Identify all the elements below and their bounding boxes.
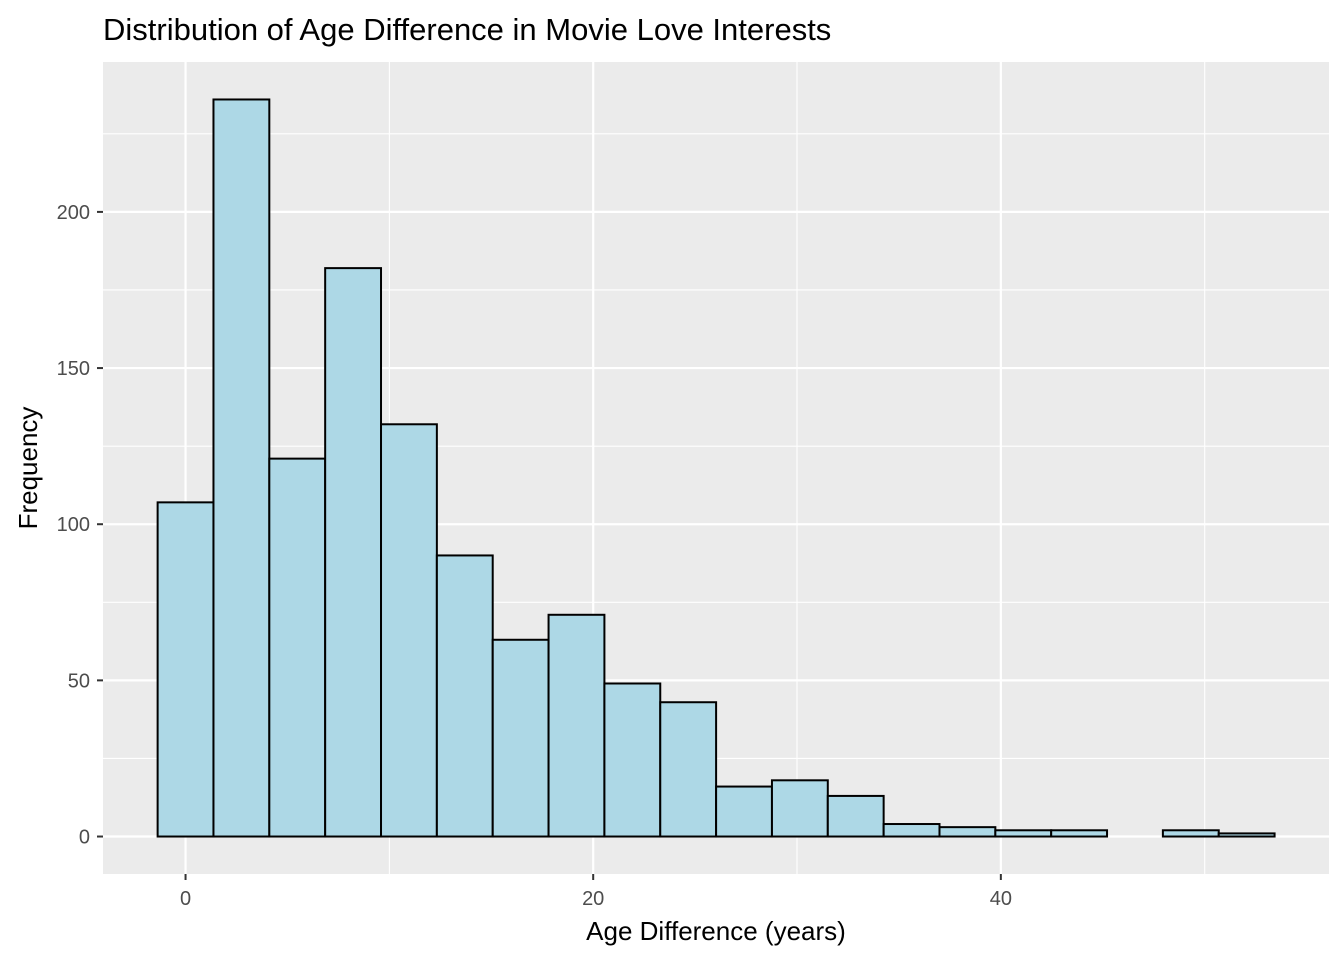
histogram-bar <box>156 501 215 838</box>
histogram-bar <box>994 829 1053 838</box>
x-tick-label: 20 <box>582 888 604 910</box>
x-axis: 0 20 40 <box>180 874 1012 910</box>
histogram-bar <box>715 785 773 838</box>
x-tick-label: 40 <box>990 888 1012 910</box>
histogram-bar <box>1161 829 1220 838</box>
histogram-bar <box>603 682 662 838</box>
histogram-bar <box>380 423 438 838</box>
histogram-bar <box>882 823 941 838</box>
y-tick-label: 150 <box>57 358 90 380</box>
chart-title: Distribution of Age Difference in Movie … <box>103 12 831 47</box>
histogram-bar <box>770 779 829 838</box>
histogram-bar <box>491 638 550 838</box>
x-axis-title: Age Difference (years) <box>586 916 846 946</box>
histogram-bar <box>1050 829 1109 838</box>
histogram-bar <box>938 826 997 838</box>
histogram-bar <box>268 457 327 838</box>
histogram-bar <box>212 98 271 838</box>
histogram-bar <box>547 613 606 838</box>
y-tick-label: 0 <box>79 827 90 849</box>
histogram-bar <box>659 701 718 838</box>
histogram-bar <box>1217 832 1276 838</box>
histogram-bar <box>826 794 885 838</box>
y-tick-label: 50 <box>68 670 90 692</box>
histogram-bars <box>156 98 1276 838</box>
y-axis-title: Frequency <box>13 407 43 530</box>
histogram-bar <box>324 267 383 838</box>
y-tick-label: 100 <box>57 514 90 536</box>
y-tick-label: 200 <box>57 202 90 224</box>
histogram-bar <box>435 554 494 838</box>
x-tick-label: 0 <box>180 888 191 910</box>
y-axis: 0 50 100 150 200 <box>57 202 103 849</box>
